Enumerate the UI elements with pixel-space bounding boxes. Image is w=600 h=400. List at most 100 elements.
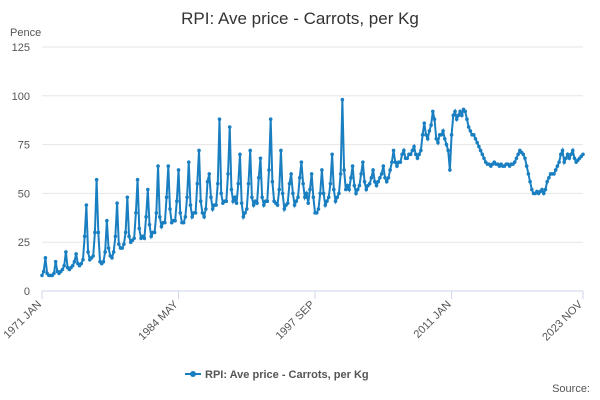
data-point: [311, 195, 316, 200]
data-point: [303, 195, 307, 200]
data-point: [425, 136, 430, 141]
data-point: [543, 187, 548, 192]
data-point: [244, 207, 249, 211]
data-point: [369, 175, 374, 180]
data-point: [436, 140, 440, 145]
data-point: [217, 117, 222, 122]
data-point: [152, 230, 157, 235]
data-point: [347, 187, 351, 192]
legend-marker: [190, 371, 196, 377]
data-point: [439, 133, 444, 137]
data-point: [559, 152, 563, 157]
data-point: [215, 181, 220, 186]
data-point: [156, 164, 160, 168]
data-point: [555, 164, 560, 168]
data-point: [371, 168, 375, 172]
data-point: [482, 156, 486, 161]
data-point: [74, 252, 78, 256]
data-point: [282, 207, 287, 211]
data-point: [53, 259, 58, 264]
y-tick-label: 100: [12, 91, 30, 103]
data-point: [569, 152, 573, 157]
data-point: [424, 133, 428, 137]
data-point: [297, 175, 302, 180]
data-point: [408, 152, 413, 157]
data-point: [540, 187, 544, 192]
data-point: [512, 160, 517, 164]
data-point: [376, 179, 381, 184]
data-point: [340, 97, 345, 102]
data-point: [338, 172, 343, 176]
data-point: [204, 207, 208, 211]
data-point: [110, 256, 114, 260]
data-point: [265, 199, 270, 204]
data-point: [292, 203, 297, 207]
x-tick-label: 2011 JAN: [412, 299, 454, 341]
data-point: [62, 263, 66, 268]
data-point: [205, 179, 210, 184]
data-point: [94, 177, 99, 182]
x-tick-label: 2023 NOV: [540, 298, 585, 343]
data-point: [106, 246, 111, 250]
data-point: [314, 211, 319, 215]
data-point: [442, 136, 447, 141]
data-point: [233, 195, 237, 200]
data-point: [186, 160, 191, 164]
data-point: [285, 201, 290, 205]
data-point: [523, 156, 527, 161]
data-point: [301, 181, 305, 186]
data-point: [289, 172, 293, 176]
data-point: [260, 195, 264, 200]
data-point: [123, 230, 128, 235]
data-point: [521, 152, 526, 157]
data-point: [422, 121, 427, 125]
data-point: [243, 211, 247, 215]
data-point: [159, 224, 164, 229]
data-point: [328, 181, 333, 186]
data-point: [359, 172, 363, 176]
data-point: [64, 250, 68, 254]
data-point: [352, 183, 357, 188]
data-point: [299, 160, 304, 164]
data-point: [321, 191, 326, 196]
data-point: [296, 195, 300, 200]
data-point: [333, 199, 338, 204]
data-point: [236, 181, 241, 186]
data-point: [398, 160, 403, 164]
data-point: [178, 211, 183, 215]
data-point: [93, 230, 97, 235]
data-point: [214, 203, 218, 207]
data-point: [355, 187, 360, 192]
data-point: [530, 187, 534, 192]
data-point: [432, 117, 437, 122]
data-point: [209, 195, 213, 200]
data-point: [420, 133, 425, 137]
data-point: [463, 109, 468, 114]
data-point: [388, 168, 392, 172]
data-point: [453, 109, 457, 114]
data-point: [142, 236, 147, 241]
data-point: [458, 109, 462, 114]
data-point: [173, 218, 177, 223]
data-point: [412, 144, 416, 149]
data-point: [381, 164, 386, 168]
data-point: [386, 175, 391, 180]
data-point: [96, 230, 101, 235]
data-point: [82, 234, 87, 239]
data-point: [246, 181, 251, 186]
data-point: [115, 201, 119, 205]
data-point: [393, 160, 398, 164]
data-point: [335, 195, 340, 200]
y-tick-label: 50: [18, 188, 30, 200]
data-point: [134, 211, 138, 215]
data-point: [262, 203, 266, 207]
data-point: [446, 148, 450, 153]
data-point: [553, 168, 558, 172]
data-point: [256, 175, 261, 180]
data-point: [113, 234, 118, 239]
data-point: [306, 201, 311, 205]
data-point: [364, 187, 369, 192]
data-point: [146, 187, 150, 192]
data-point: [391, 148, 396, 153]
data-point: [70, 263, 75, 268]
